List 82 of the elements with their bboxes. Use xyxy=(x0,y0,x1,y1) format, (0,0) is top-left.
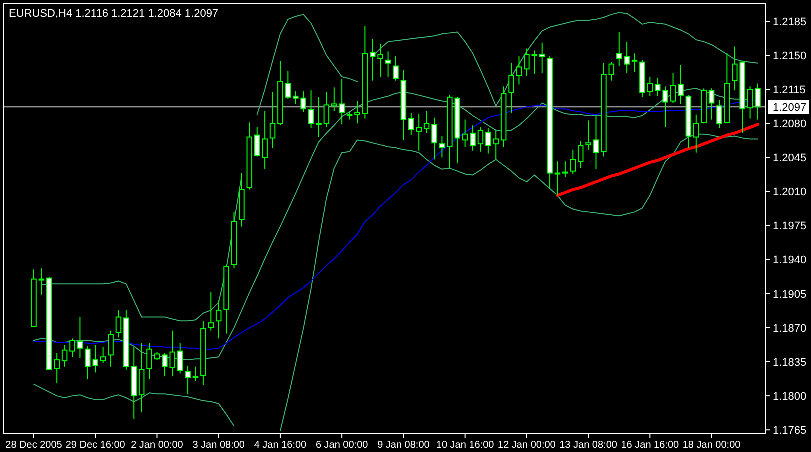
candlestick xyxy=(146,343,152,380)
x-tick-label: 18 Jan 00:00 xyxy=(682,440,742,451)
candlestick xyxy=(393,56,399,82)
x-tick-label: 29 Dec 16:00 xyxy=(66,440,126,451)
x-tick-label: 4 Jan 16:00 xyxy=(254,440,308,451)
candlestick xyxy=(554,161,561,196)
candlestick xyxy=(462,119,468,148)
x-tick-label: 28 Dec 2005 xyxy=(6,440,63,451)
candlestick xyxy=(678,64,684,105)
candlestick xyxy=(578,140,584,169)
candlestick xyxy=(586,120,592,150)
candlestick xyxy=(77,316,84,359)
candlestick xyxy=(162,352,168,378)
x-tick-label: 9 Jan 08:00 xyxy=(378,440,430,451)
candlestick xyxy=(432,117,438,160)
candlestick xyxy=(270,92,276,148)
candlestick xyxy=(532,50,538,75)
candlestick xyxy=(647,76,654,97)
y-tick-label: 1.1870 xyxy=(773,322,807,335)
candlestick xyxy=(316,96,322,138)
candlestick xyxy=(608,62,615,82)
candlestick xyxy=(593,115,600,170)
candlestick xyxy=(755,83,761,120)
candlestick xyxy=(439,136,446,158)
x-tick-label: 16 Jan 16:00 xyxy=(621,440,680,451)
candlestick xyxy=(285,70,292,100)
candlestick xyxy=(616,32,622,67)
chart-title: EURUSD,H4 1.2116 1.2121 1.2084 1.2097 xyxy=(9,8,219,20)
y-tick-label: 1.1940 xyxy=(773,254,807,267)
candlestick xyxy=(308,90,314,130)
y-tick-label: 1.2080 xyxy=(773,118,807,131)
candlestick xyxy=(385,51,392,78)
candlestick xyxy=(208,291,214,332)
candlestick xyxy=(747,86,754,120)
candlestick xyxy=(216,300,222,340)
y-tick-label: 1.1765 xyxy=(773,424,807,437)
candlestick xyxy=(570,149,576,175)
candlestick xyxy=(324,92,330,128)
candlestick xyxy=(185,365,191,395)
candlestick xyxy=(424,110,430,134)
y-tick-label: 1.1905 xyxy=(773,288,807,301)
candlestick xyxy=(524,48,530,76)
candlestick xyxy=(708,88,715,120)
y-tick-label: 1.1975 xyxy=(773,220,807,233)
candlestick xyxy=(632,53,638,73)
candlestick xyxy=(170,330,176,378)
x-tick-label: 2 Jan 00:00 xyxy=(131,440,184,451)
candlestick xyxy=(100,346,106,364)
candlestick xyxy=(516,56,522,86)
candlestick xyxy=(354,100,360,124)
y-tick-label: 1.2115 xyxy=(773,84,806,96)
candlestick xyxy=(562,161,568,178)
candlestick xyxy=(70,338,76,358)
candlestick xyxy=(508,62,514,114)
line-series xyxy=(556,123,760,198)
candlestick xyxy=(670,72,676,104)
candlestick xyxy=(177,343,184,374)
candlestick xyxy=(478,127,484,152)
candlestick xyxy=(116,310,122,338)
x-tick-label: 6 Jan 00:00 xyxy=(316,440,369,451)
y-tick-label: 1.2150 xyxy=(773,50,807,62)
candlestick xyxy=(262,110,268,170)
candlestick xyxy=(108,330,114,368)
x-tick-label: 13 Jan 08:00 xyxy=(560,440,618,451)
candlestick xyxy=(539,42,546,74)
candlestick xyxy=(624,41,630,74)
candlestick xyxy=(254,127,260,158)
candlestick xyxy=(716,100,722,130)
candlestick xyxy=(192,366,199,382)
ref-line-label: 1.2097 xyxy=(773,102,807,114)
y-tick-label: 1.2010 xyxy=(773,186,807,199)
y-tick-label: 1.2185 xyxy=(773,16,807,28)
x-tick-label: 10 Jan 16:00 xyxy=(436,440,495,451)
candlestick xyxy=(470,125,476,152)
x-tick-label: 3 Jan 08:00 xyxy=(192,440,246,451)
y-tick-label: 1.2045 xyxy=(773,152,807,165)
candlestick xyxy=(693,114,700,154)
y-tick-label: 1.1800 xyxy=(773,390,807,403)
candlestick xyxy=(62,344,68,368)
x-tick-label: 12 Jan 00:00 xyxy=(498,440,556,451)
y-tick-label: 1.1835 xyxy=(773,356,807,369)
candlestick xyxy=(38,268,45,296)
